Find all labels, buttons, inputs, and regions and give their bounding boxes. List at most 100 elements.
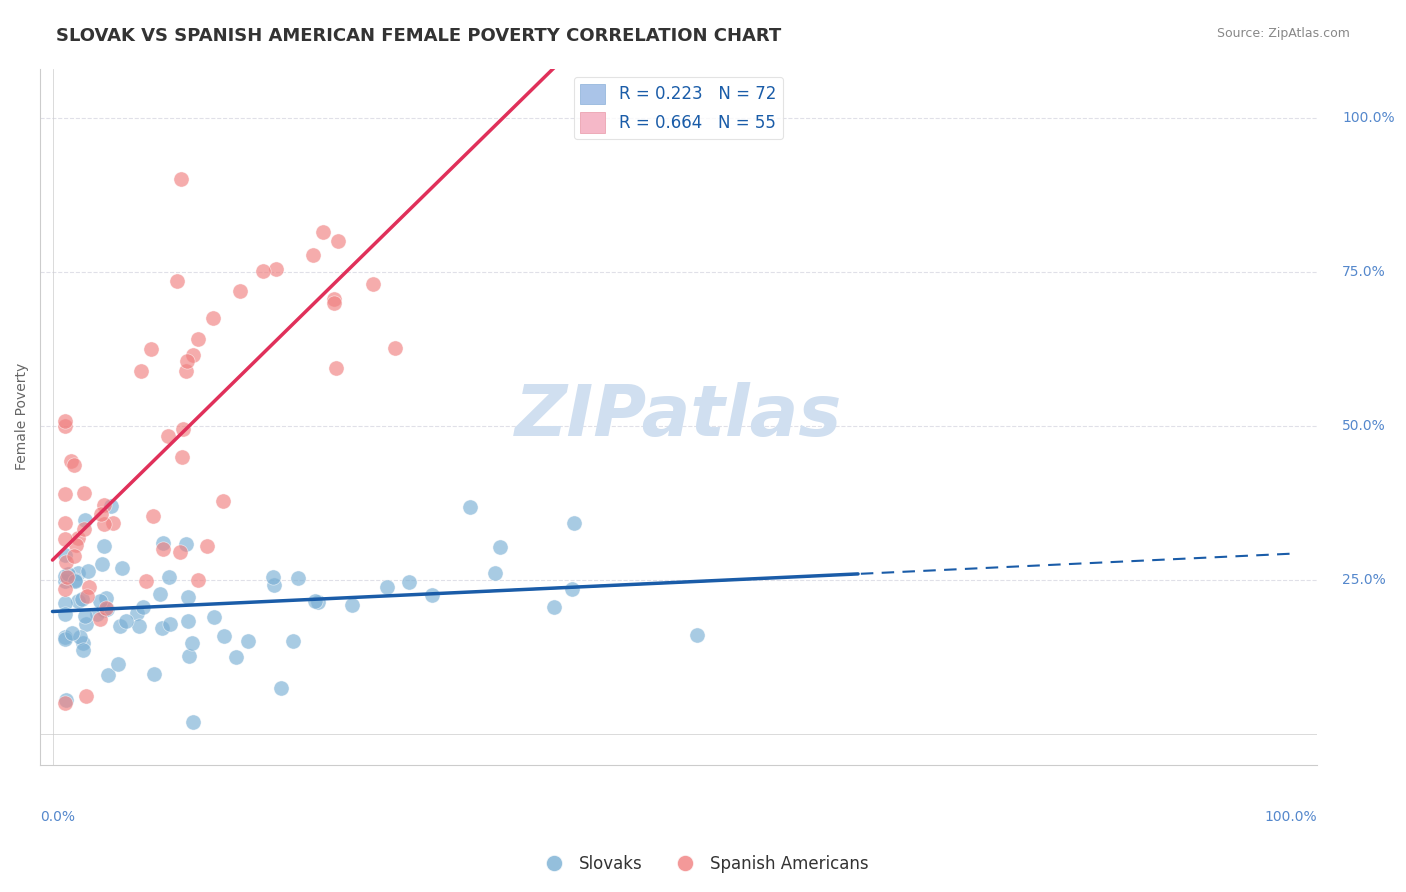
Point xyxy=(56,570,79,584)
Point xyxy=(67,531,90,545)
Text: 0.0%: 0.0% xyxy=(41,810,75,824)
Point xyxy=(159,617,181,632)
Point xyxy=(170,172,193,186)
Point xyxy=(63,574,86,589)
Point xyxy=(283,633,305,648)
Point xyxy=(238,633,260,648)
Point xyxy=(177,615,200,629)
Point xyxy=(72,636,94,650)
Text: 50.0%: 50.0% xyxy=(1343,419,1386,433)
Point xyxy=(225,649,247,664)
Point xyxy=(301,248,323,262)
Point xyxy=(96,602,118,616)
Point xyxy=(484,566,506,581)
Point xyxy=(63,458,86,472)
Point xyxy=(201,310,224,325)
Point xyxy=(66,566,89,580)
Point xyxy=(543,599,565,614)
Point xyxy=(135,574,157,589)
Point xyxy=(323,292,346,306)
Point xyxy=(96,591,118,605)
Legend: R = 0.223   N = 72, R = 0.664   N = 55: R = 0.223 N = 72, R = 0.664 N = 55 xyxy=(574,77,783,139)
Point xyxy=(561,582,583,597)
Point xyxy=(53,574,76,588)
Point xyxy=(86,607,108,621)
Point xyxy=(131,363,153,377)
Text: SLOVAK VS SPANISH AMERICAN FEMALE POVERTY CORRELATION CHART: SLOVAK VS SPANISH AMERICAN FEMALE POVERT… xyxy=(56,27,782,45)
Point xyxy=(166,274,188,288)
Point xyxy=(53,630,76,644)
Point xyxy=(56,566,79,581)
Point xyxy=(172,450,194,465)
Point xyxy=(77,564,100,578)
Point xyxy=(361,277,384,292)
Point xyxy=(264,262,287,277)
Point xyxy=(93,516,115,531)
Point xyxy=(73,485,96,500)
Point xyxy=(307,595,329,609)
Point xyxy=(152,542,174,557)
Point xyxy=(270,681,292,696)
Y-axis label: Female Poverty: Female Poverty xyxy=(15,363,30,470)
Point xyxy=(398,574,420,589)
Point xyxy=(489,540,512,554)
Point xyxy=(212,629,235,643)
Point xyxy=(157,569,180,583)
Point xyxy=(132,600,155,615)
Point xyxy=(195,539,218,553)
Text: 75.0%: 75.0% xyxy=(1343,265,1386,279)
Point xyxy=(181,714,204,729)
Point xyxy=(172,422,194,436)
Point xyxy=(114,614,136,628)
Point xyxy=(150,621,173,635)
Point xyxy=(177,590,200,604)
Point xyxy=(139,342,162,356)
Point xyxy=(75,617,97,632)
Point xyxy=(420,588,443,602)
Point xyxy=(72,643,94,657)
Point xyxy=(174,364,197,378)
Point xyxy=(180,636,202,650)
Point xyxy=(53,607,76,621)
Point xyxy=(179,649,201,664)
Point xyxy=(53,632,76,646)
Point xyxy=(125,606,148,620)
Point xyxy=(304,594,326,608)
Point xyxy=(75,513,97,527)
Point xyxy=(142,508,165,523)
Point xyxy=(90,557,112,571)
Point xyxy=(110,618,132,632)
Point xyxy=(174,537,197,551)
Point xyxy=(686,628,709,642)
Point xyxy=(211,494,233,508)
Text: 100.0%: 100.0% xyxy=(1343,111,1395,125)
Point xyxy=(73,522,96,536)
Point xyxy=(107,657,129,671)
Point xyxy=(176,353,198,368)
Point xyxy=(323,296,346,310)
Point xyxy=(562,516,585,531)
Point xyxy=(53,569,76,583)
Point xyxy=(75,690,97,704)
Point xyxy=(287,571,309,585)
Point xyxy=(128,618,150,632)
Point xyxy=(60,626,83,640)
Point xyxy=(63,573,86,587)
Point xyxy=(229,284,252,298)
Point xyxy=(53,596,76,610)
Point xyxy=(97,668,120,682)
Legend: Slovaks, Spanish Americans: Slovaks, Spanish Americans xyxy=(531,848,875,880)
Point xyxy=(93,498,115,512)
Point xyxy=(312,225,335,239)
Point xyxy=(384,341,406,355)
Point xyxy=(458,500,481,515)
Point xyxy=(328,234,350,248)
Point xyxy=(101,516,124,530)
Point xyxy=(76,589,98,603)
Point xyxy=(187,332,209,346)
Point xyxy=(111,560,134,574)
Point xyxy=(187,573,209,587)
Point xyxy=(53,548,76,562)
Point xyxy=(72,592,94,607)
Point xyxy=(94,600,117,615)
